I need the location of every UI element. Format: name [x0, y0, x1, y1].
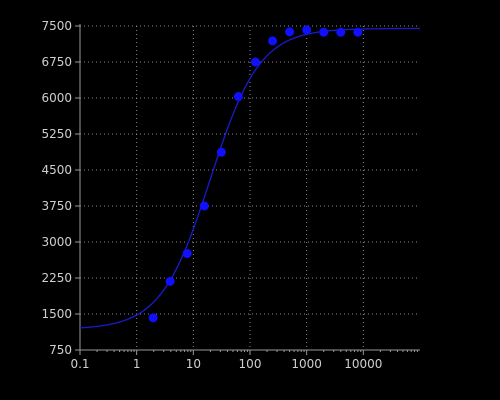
x-tick-label: 100 — [239, 357, 262, 371]
data-point — [199, 201, 209, 211]
data-point — [250, 57, 260, 67]
y-tick-label: 3000 — [41, 235, 72, 249]
y-tick-label: 750 — [49, 343, 72, 357]
y-tick-label: 1500 — [41, 307, 72, 321]
x-tick-label: 1 — [133, 357, 141, 371]
data-point — [165, 276, 175, 286]
data-point — [233, 92, 243, 102]
x-ticks: 0.1 1 10 100 1000 10000 — [70, 350, 418, 371]
x-tick-label: 0.1 — [70, 357, 89, 371]
data-point — [268, 36, 278, 46]
y-tick-label: 3750 — [41, 199, 72, 213]
data-point — [353, 27, 363, 37]
y-tick-label: 4500 — [41, 163, 72, 177]
data-point — [148, 313, 158, 323]
y-tick-label: 5250 — [41, 127, 72, 141]
data-point — [285, 27, 295, 37]
fit-curve — [79, 27, 420, 329]
grid — [80, 25, 420, 350]
data-point — [302, 25, 312, 35]
data-point — [216, 147, 226, 157]
y-tick-label: 2250 — [41, 271, 72, 285]
y-tick-label: 6000 — [41, 91, 72, 105]
y-ticks: 750 1500 2250 3000 3750 4500 5250 6000 6750 7500 — [41, 19, 80, 357]
y-tick-label: 6750 — [41, 55, 72, 69]
x-tick-label: 10 — [186, 357, 201, 371]
data-point — [336, 27, 346, 37]
x-tick-label: 1000 — [291, 357, 322, 371]
data-points — [148, 25, 363, 323]
data-point — [182, 249, 192, 259]
fit-curve-layer — [79, 27, 420, 329]
data-point — [319, 27, 329, 37]
y-tick-label: 7500 — [41, 19, 72, 33]
x-tick-label: 10000 — [344, 357, 382, 371]
